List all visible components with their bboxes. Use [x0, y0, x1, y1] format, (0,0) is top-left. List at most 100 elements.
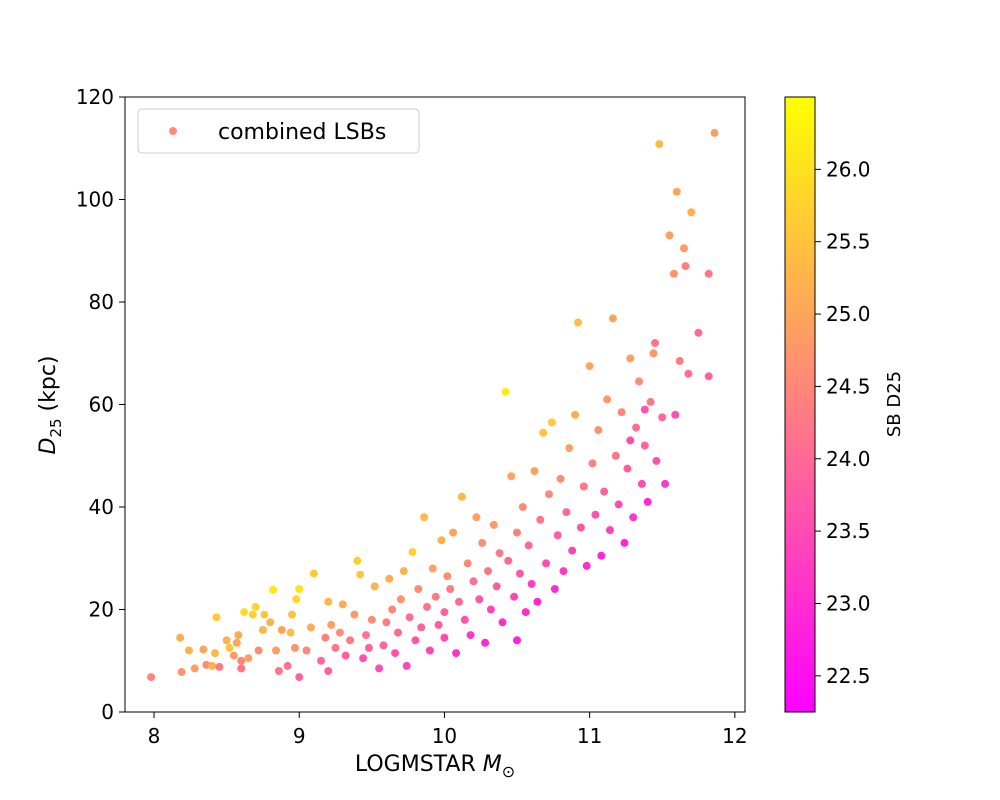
- data-point: [655, 140, 664, 149]
- data-point: [640, 441, 649, 450]
- y-tick-label: 20: [89, 598, 114, 622]
- data-point: [269, 586, 278, 594]
- data-point: [385, 574, 394, 583]
- y-tick-label: 0: [101, 700, 114, 724]
- y-axis-title-unit: (kpc): [36, 355, 61, 418]
- data-point: [240, 608, 249, 617]
- data-point: [405, 613, 414, 622]
- data-point: [675, 356, 684, 365]
- data-point: [671, 410, 680, 419]
- data-point: [550, 585, 559, 593]
- data-point: [302, 646, 311, 655]
- x-tick-label: 12: [722, 724, 747, 748]
- legend-marker: [169, 127, 177, 135]
- data-point: [446, 585, 455, 593]
- data-point: [486, 605, 495, 614]
- data-point: [258, 626, 267, 634]
- data-point: [350, 610, 359, 619]
- data-point: [536, 515, 545, 524]
- data-point: [652, 456, 661, 465]
- data-point: [370, 582, 379, 591]
- data-point: [417, 623, 426, 632]
- data-point: [606, 526, 614, 535]
- data-point: [545, 490, 553, 499]
- y-axis-title-symbol: D: [36, 438, 61, 455]
- x-tick-label: 9: [293, 724, 306, 748]
- x-axis-title-text: LOGMSTAR: [355, 752, 483, 777]
- data-point: [327, 620, 336, 629]
- data-point: [356, 570, 365, 579]
- data-point: [260, 610, 269, 619]
- data-point: [396, 595, 405, 604]
- data-point: [495, 549, 504, 558]
- data-point: [251, 602, 260, 611]
- data-point: [680, 244, 688, 253]
- colorbar-ticks: 22.5 23.0 23.5 24.0 24.5 25.0 25.5 26.0: [815, 157, 871, 688]
- data-point: [331, 643, 340, 652]
- data-point: [585, 362, 594, 371]
- data-point: [460, 615, 469, 624]
- data-point: [611, 451, 620, 460]
- colorbar-tick-label: 24.5: [826, 374, 871, 398]
- data-point: [672, 187, 681, 196]
- data-point: [237, 656, 246, 665]
- data-point: [614, 500, 623, 509]
- data-point: [640, 405, 649, 414]
- data-point: [684, 369, 693, 378]
- data-point: [411, 636, 420, 645]
- data-point: [649, 349, 658, 358]
- data-point: [635, 377, 643, 386]
- legend: combined LSBs: [137, 108, 420, 154]
- plot-area: [125, 97, 745, 712]
- data-point: [681, 262, 690, 271]
- data-point: [449, 528, 458, 537]
- data-point: [513, 636, 521, 645]
- data-point: [603, 395, 612, 404]
- data-point: [524, 541, 533, 550]
- data-point: [292, 595, 301, 604]
- data-point: [266, 618, 275, 627]
- data-point: [455, 597, 463, 606]
- data-point: [288, 610, 296, 619]
- data-point: [594, 426, 603, 435]
- data-point: [576, 523, 585, 532]
- data-point: [626, 436, 635, 445]
- y-axis-title-subscript: 25: [47, 418, 65, 437]
- data-point: [472, 513, 481, 522]
- data-point: [565, 444, 574, 453]
- data-point: [338, 600, 347, 609]
- data-point: [515, 569, 524, 578]
- data-point: [489, 520, 498, 529]
- data-point: [484, 567, 492, 576]
- data-point: [704, 269, 713, 278]
- data-point: [469, 577, 478, 586]
- data-point: [651, 339, 659, 347]
- data-point: [559, 567, 568, 576]
- data-point: [440, 633, 449, 642]
- data-point: [324, 597, 333, 606]
- data-point: [617, 408, 626, 417]
- data-point: [324, 667, 333, 675]
- data-point: [414, 585, 423, 593]
- data-point: [492, 582, 501, 591]
- data-point: [254, 646, 263, 655]
- data-point: [513, 528, 521, 537]
- x-axis-title-symbol: M: [483, 752, 502, 777]
- data-point: [425, 646, 434, 655]
- data-point: [568, 546, 577, 555]
- data-point: [388, 605, 397, 614]
- data-point: [437, 536, 446, 545]
- data-point: [481, 638, 490, 647]
- data-point: [359, 654, 368, 663]
- data-point: [272, 646, 280, 655]
- y-tick-label: 80: [89, 290, 114, 314]
- y-tick-label: 60: [89, 393, 114, 417]
- data-point: [475, 595, 484, 604]
- data-point: [237, 664, 246, 673]
- data-point: [364, 643, 373, 652]
- data-point: [232, 638, 241, 647]
- data-point: [527, 579, 536, 588]
- data-point: [306, 623, 315, 632]
- data-point: [295, 585, 304, 593]
